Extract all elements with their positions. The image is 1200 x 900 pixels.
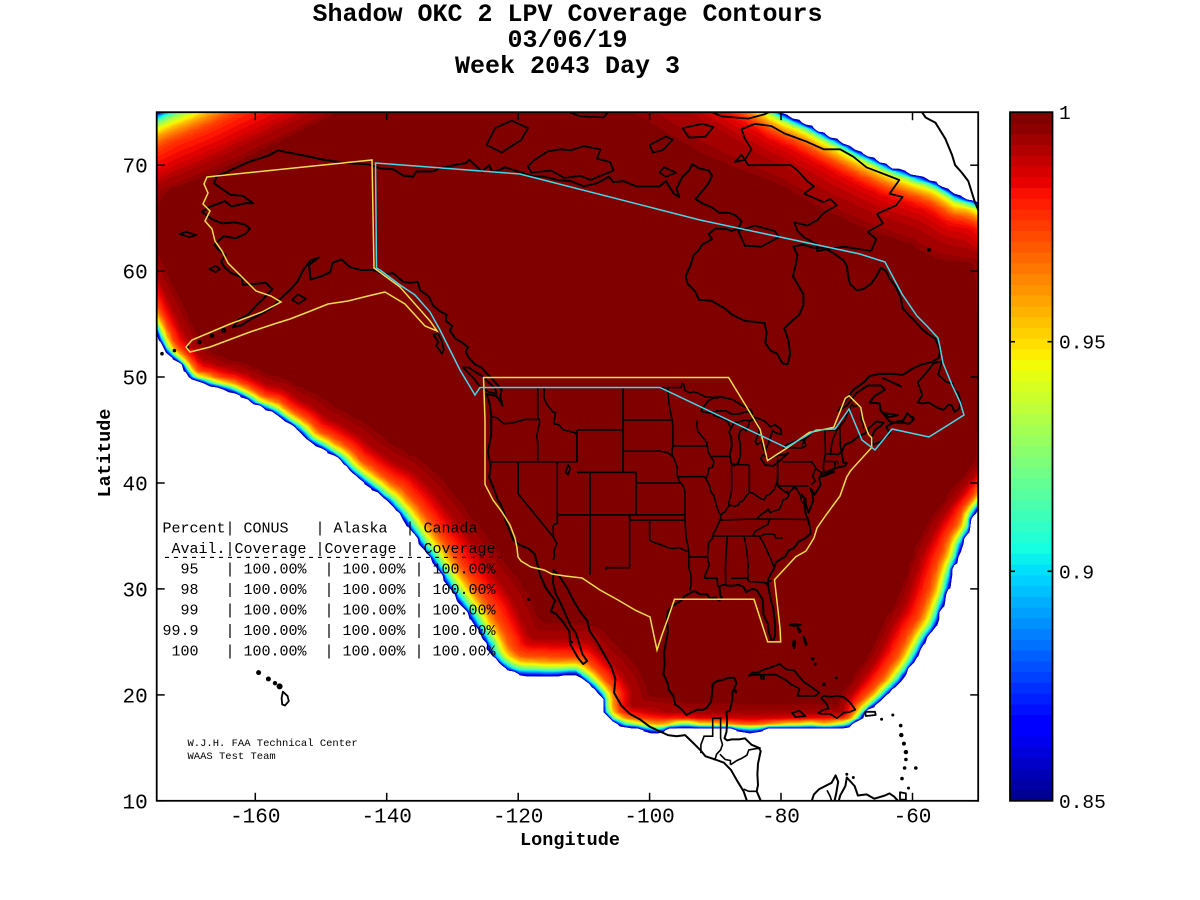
svg-text:Longitude: Longitude	[520, 830, 620, 851]
svg-text:Latitude: Latitude	[95, 409, 116, 498]
svg-text:Shadow OKC 2 LPV Coverage Cont: Shadow OKC 2 LPV Coverage Contours	[312, 0, 822, 29]
svg-text:99.9 | 100.00% | 100.00% |: 99.9 | 100.00% | 100.00% | 100.00%	[163, 623, 497, 640]
svg-text:40: 40	[122, 475, 147, 498]
svg-text:30: 30	[122, 580, 147, 603]
svg-text:20: 20	[122, 686, 147, 709]
svg-text:0.9: 0.9	[1059, 562, 1094, 584]
svg-text:95 | 100.00% | 100.00% | 10: 95 | 100.00% | 100.00% | 100.00%	[163, 562, 497, 579]
svg-text:Week 2043 Day 3: Week 2043 Day 3	[455, 52, 680, 81]
svg-text:99 | 100.00% | 100.00% | 10: 99 | 100.00% | 100.00% | 100.00%	[163, 603, 497, 620]
svg-text:70: 70	[122, 157, 147, 180]
svg-text:10: 10	[122, 792, 147, 815]
svg-text:-80: -80	[762, 806, 800, 829]
svg-text:Avail.|Coverage |Coverage | Co: Avail.|Coverage |Coverage | Coverage	[163, 541, 496, 558]
svg-text:1: 1	[1059, 103, 1071, 125]
svg-text:-140: -140	[361, 806, 411, 829]
svg-text:Percent| CONUS | Alaska | C: Percent| CONUS | Alaska | Canada	[163, 521, 478, 538]
svg-text:0.95: 0.95	[1059, 333, 1106, 355]
svg-text:100 | 100.00% | 100.00% | 1: 100 | 100.00% | 100.00% | 100.00%	[163, 644, 497, 661]
svg-text:-160: -160	[230, 806, 280, 829]
svg-text:-100: -100	[624, 806, 674, 829]
svg-text:50: 50	[122, 369, 147, 392]
svg-text:-60: -60	[894, 806, 932, 829]
svg-text:-120: -120	[493, 806, 543, 829]
svg-text:98 | 100.00% | 100.00% | 10: 98 | 100.00% | 100.00% | 100.00%	[163, 582, 497, 599]
svg-text:W.J.H. FAA Technical Center: W.J.H. FAA Technical Center	[188, 738, 358, 750]
svg-text:0.85: 0.85	[1059, 792, 1106, 814]
svg-text:03/06/19: 03/06/19	[507, 26, 627, 55]
svg-text:60: 60	[122, 263, 147, 286]
svg-text:WAAS Test Team: WAAS Test Team	[188, 751, 276, 763]
svg-text:------------------------------: --------------------------------------	[163, 550, 505, 567]
